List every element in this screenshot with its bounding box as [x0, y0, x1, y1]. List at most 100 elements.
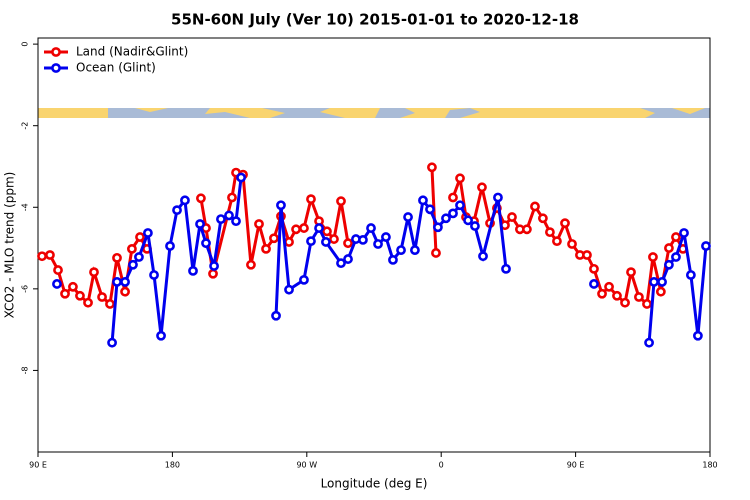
data-point: [195, 219, 205, 229]
data-point: [671, 252, 681, 262]
data-point: [477, 182, 487, 193]
data-point: [589, 263, 599, 274]
data-point: [180, 195, 190, 206]
data-point: [276, 200, 286, 211]
data-point: [53, 265, 63, 275]
y-tick-label: -4: [21, 203, 30, 211]
data-point: [143, 228, 153, 238]
data-point: [135, 232, 145, 242]
data-point: [120, 286, 130, 297]
data-point: [128, 259, 138, 270]
data-point: [172, 205, 182, 216]
map-sea: [445, 108, 480, 118]
data-point: [68, 281, 78, 292]
data-point: [127, 243, 137, 254]
x-tick-label: 180: [165, 461, 180, 470]
y-axis-label: XCO2 - MLO trend (ppm): [3, 172, 17, 319]
data-point: [410, 245, 420, 255]
data-point: [664, 243, 674, 253]
data-point: [589, 279, 599, 289]
data-point: [441, 213, 451, 224]
data-point: [306, 236, 316, 247]
data-point: [552, 236, 562, 247]
x-tick-label: 90 E: [567, 461, 585, 470]
data-point: [455, 200, 465, 211]
data-point: [396, 245, 406, 255]
data-point: [209, 261, 219, 271]
map-strip: [38, 108, 710, 118]
y-tick-label: -6: [21, 285, 30, 293]
data-point: [188, 266, 198, 276]
map-sea: [640, 108, 710, 118]
data-point: [693, 330, 703, 341]
legend-label: Land (Nadir&Glint): [76, 45, 188, 59]
map-sea: [108, 108, 250, 118]
data-point: [455, 173, 465, 184]
data-point: [655, 286, 666, 297]
data-point: [336, 258, 346, 269]
data-point: [679, 228, 689, 238]
data-point: [530, 201, 540, 212]
data-point: [501, 263, 511, 274]
data-point: [701, 241, 711, 251]
data-point: [306, 194, 316, 205]
data-point: [634, 292, 644, 302]
data-point: [336, 196, 346, 207]
data-point: [236, 172, 246, 183]
data-point: [45, 250, 55, 260]
data-point: [431, 248, 441, 258]
data-point: [463, 215, 473, 226]
map-land: [38, 108, 710, 118]
data-point: [644, 337, 654, 348]
data-point: [89, 267, 99, 278]
data-point: [196, 193, 206, 204]
data-point: [649, 277, 659, 287]
data-point: [269, 233, 279, 244]
legend-label: Ocean (Glint): [76, 61, 156, 75]
data-point: [261, 243, 271, 254]
x-axis-label: Longitude (deg E): [321, 477, 428, 491]
data-point: [112, 277, 122, 287]
data-point: [284, 237, 294, 247]
data-point: [427, 162, 437, 173]
data-point: [254, 219, 264, 229]
data-point: [299, 223, 309, 233]
y-tick-label: 0: [21, 42, 30, 47]
data-point: [664, 259, 674, 270]
data-point: [271, 310, 281, 321]
data-point: [329, 234, 339, 244]
data-point: [560, 218, 570, 229]
data-point: [60, 288, 70, 299]
x-tick-label: 90 W: [296, 461, 317, 470]
data-point: [37, 251, 47, 262]
map-sea: [375, 108, 415, 118]
data-point: [671, 232, 681, 242]
data-point: [418, 195, 428, 206]
data-point: [75, 290, 85, 301]
data-point: [470, 221, 480, 231]
data-point: [112, 252, 122, 263]
data-point: [165, 241, 175, 251]
data-point: [343, 254, 353, 264]
data-point: [299, 274, 309, 285]
data-point: [626, 267, 636, 278]
data-point: [224, 210, 234, 221]
data-point: [246, 259, 256, 270]
x-tick-label: 0: [439, 461, 444, 470]
data-point: [545, 227, 555, 238]
data-point: [105, 299, 115, 309]
data-point: [120, 277, 130, 287]
chart-title: 55N-60N July (Ver 10) 2015-01-01 to 2020…: [171, 11, 579, 29]
data-point: [478, 251, 488, 262]
data-point: [314, 223, 324, 233]
data-point: [322, 226, 332, 237]
map-sea: [262, 108, 345, 118]
data-point: [582, 250, 592, 260]
data-point: [642, 299, 652, 309]
data-point: [522, 224, 532, 235]
y-tick-label: -2: [21, 122, 30, 130]
data-point: [597, 288, 607, 299]
